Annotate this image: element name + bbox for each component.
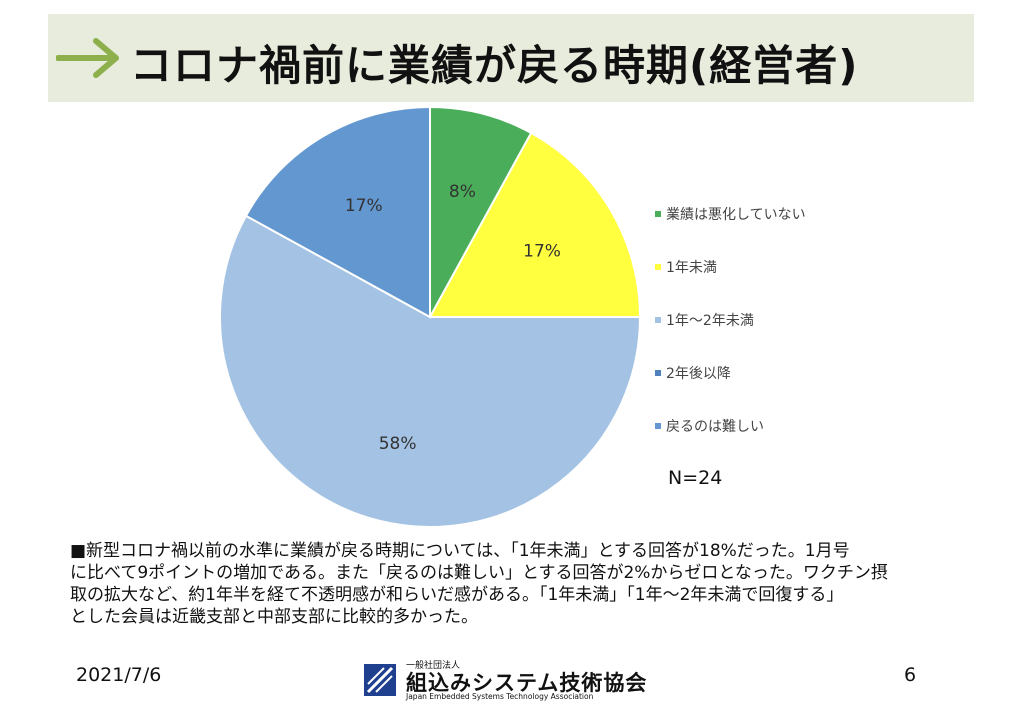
pie-slice [428,131,642,318]
logo-main-text: 組込みシステム技術協会 [406,671,648,695]
legend-label: 1年未満 [666,260,717,276]
slide-title: コロナ禍前に業績が戻る時期(経営者) [130,41,859,90]
commentary-line: とした会員は近畿支部と中部支部に比較的多かった。 [70,607,478,627]
legend-swatch [655,264,661,270]
commentary-text: ■新型コロナ禍以前の水準に業績が戻る時期については、「1年未満」とする回答が18… [70,540,950,628]
legend-swatch [655,211,661,217]
logo-sub-text: Japan Embedded Systems Technology Associ… [406,692,594,701]
title-bar: コロナ禍前に業績が戻る時期(経営者) [48,14,974,102]
legend-swatch [655,370,661,376]
pie-data-label: 8% [449,182,476,202]
arrow-right-icon [56,38,119,78]
legend-swatch [655,423,661,429]
pie-slice [244,105,431,319]
pie-slices [219,105,642,528]
pie-data-label: 58% [379,434,417,454]
legend-label: 戻るのは難しい [666,419,764,435]
legend-label: 業績は悪化していない [666,207,806,223]
logo-mark-icon [364,664,396,696]
legend-label: 1年～2年未満 [666,313,754,329]
pie-data-label: 17% [523,242,561,262]
pie-data-labels: 8% 17% 58% 17% [345,182,561,454]
logo-small-text: 一般社団法人 [406,661,461,671]
commentary-line: ■新型コロナ禍以前の水準に業績が戻る時期については、「1年未満」とする回答が18… [70,541,850,561]
pie-slice [429,105,533,318]
sample-size-label: N=24 [668,467,723,489]
commentary-line: に比べて9ポイントの増加である。また「戻るのは難しい」とする回答が2%からゼロと… [70,563,888,583]
pie-slice [219,214,642,528]
page-number: 6 [904,664,917,686]
footer-date: 2021/7/6 [76,664,162,686]
commentary-line: 取の拡大など、約1年半を経て不透明感が和らいだ感がある。「1年未満」「1年～2年… [70,585,844,605]
organization-logo: 一般社団法人 組込みシステム技術協会 Japan Embedded System… [362,658,646,702]
pie-chart: 8% 17% 58% 17% 業績は悪化していない 1年未満 1年～2年未満 2年後以降戻る… [219,105,806,528]
legend-label: 2年後以降 [666,366,731,382]
pie-data-label: 17% [345,196,383,216]
legend-swatch [655,317,661,323]
